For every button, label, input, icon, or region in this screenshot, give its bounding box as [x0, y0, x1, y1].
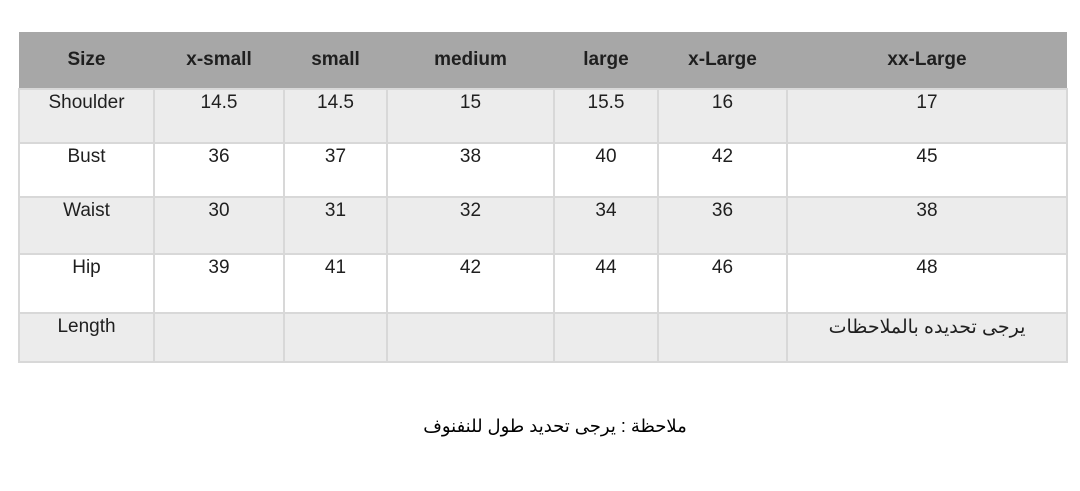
cell-shoulder-x-small: 14.5 [153, 88, 285, 144]
cell-length-large [553, 312, 659, 363]
cell-bust-medium: 38 [386, 142, 555, 198]
cell-shoulder-large: 15.5 [553, 88, 659, 144]
cell-shoulder-medium: 15 [386, 88, 555, 144]
header-cell-medium: medium [387, 32, 554, 89]
cell-shoulder-x-large: 16 [657, 88, 788, 144]
row-label-shoulder: Shoulder [18, 88, 155, 144]
header-cell-small: small [284, 32, 387, 89]
row-label-bust: Bust [18, 142, 155, 198]
cell-bust-x-large: 42 [657, 142, 788, 198]
header-cell-size: Size [19, 32, 154, 89]
row-label-length: Length [18, 312, 155, 363]
header-cell-x-small: x-small [154, 32, 284, 89]
cell-length-x-large [657, 312, 788, 363]
header-cell-xx-large: xx-Large [787, 32, 1067, 89]
cell-length-xx-large: يرجى تحديده بالملاحظات [786, 312, 1068, 363]
cell-hip-large: 44 [553, 253, 659, 314]
cell-waist-x-small: 30 [153, 196, 285, 255]
cell-length-small [283, 312, 388, 363]
cell-hip-x-small: 39 [153, 253, 285, 314]
cell-bust-x-small: 36 [153, 142, 285, 198]
cell-length-x-small [153, 312, 285, 363]
cell-hip-medium: 42 [386, 253, 555, 314]
cell-waist-xx-large: 38 [786, 196, 1068, 255]
table-row-bust: Bust 36 37 38 40 42 45 [18, 142, 1068, 198]
cell-hip-xx-large: 48 [786, 253, 1068, 314]
cell-waist-x-large: 36 [657, 196, 788, 255]
size-chart-table: Size x-small small medium large x-Large xx-Lar… [18, 32, 1068, 363]
bottom-note: ملاحظة : يرجى تحديد طول للنفنوف [423, 416, 687, 436]
row-label-waist: Waist [18, 196, 155, 255]
cell-hip-x-large: 46 [657, 253, 788, 314]
header-cell-x-large: x-Large [658, 32, 787, 89]
table-row-length: Length يرجى تحديده بالملاحظات [18, 312, 1068, 363]
cell-shoulder-small: 14.5 [283, 88, 388, 144]
cell-bust-small: 37 [283, 142, 388, 198]
cell-length-medium [386, 312, 555, 363]
cell-waist-medium: 32 [386, 196, 555, 255]
cell-shoulder-xx-large: 17 [786, 88, 1068, 144]
table-row-hip: Hip 39 41 42 44 46 48 [18, 253, 1068, 314]
cell-waist-small: 31 [283, 196, 388, 255]
table-row-shoulder: Shoulder 14.5 14.5 15 15.5 16 17 [18, 88, 1068, 144]
row-label-hip: Hip [18, 253, 155, 314]
cell-hip-small: 41 [283, 253, 388, 314]
cell-waist-large: 34 [553, 196, 659, 255]
table-header-row: Size x-small small medium large x-Large xx-Lar… [19, 32, 1067, 89]
header-cell-large: large [554, 32, 658, 89]
table-row-waist: Waist 30 31 32 34 36 38 [18, 196, 1068, 255]
cell-bust-xx-large: 45 [786, 142, 1068, 198]
cell-bust-large: 40 [553, 142, 659, 198]
